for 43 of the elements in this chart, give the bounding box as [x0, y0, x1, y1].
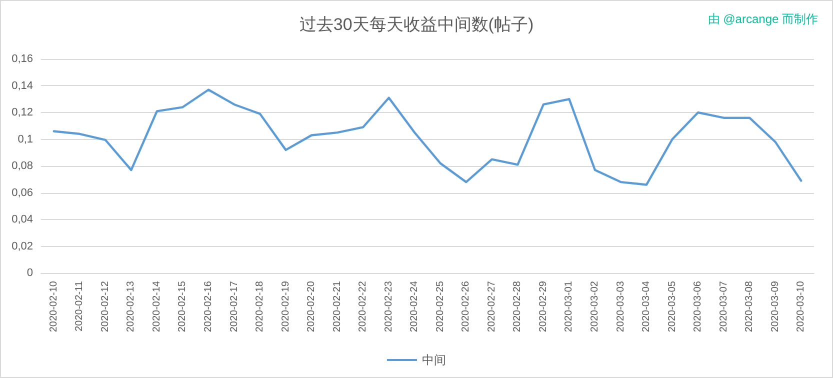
- x-tick-label: 2020-03-09: [770, 280, 781, 332]
- x-tick-label: 2020-02-17: [228, 280, 240, 332]
- x-tick-label: 2020-02-25: [434, 280, 446, 332]
- text: 由 @arcange 而制作: [708, 12, 818, 26]
- x-tick-label: 2020-02-26: [460, 280, 472, 332]
- x-tick-label: 2020-02-15: [177, 280, 188, 332]
- x-tick-label: 2020-02-10: [48, 280, 60, 332]
- y-tick-label: 0,1: [18, 133, 33, 146]
- y-tick-label: 0,06: [12, 186, 33, 199]
- x-tick-label: 2020-02-14: [151, 280, 162, 332]
- legend-label: 中间: [422, 353, 446, 367]
- x-tick-label: 2020-02-22: [358, 280, 369, 332]
- x-tick-label: 2020-02-27: [486, 280, 498, 332]
- x-tick-label: 2020-02-24: [409, 280, 420, 332]
- x-tick-label: 2020-02-12: [100, 280, 111, 332]
- x-tick-label: 2020-03-08: [744, 280, 756, 332]
- x-tick-label: 2020-02-18: [254, 280, 266, 332]
- chart-title: 过去30天每天收益中间数(帖子): [299, 15, 534, 34]
- x-tick-label: 2020-02-11: [74, 280, 86, 332]
- y-tick-label: 0,08: [12, 160, 33, 172]
- x-tick-label: 2020-03-06: [692, 280, 704, 332]
- x-tick-label: 2020-03-05: [666, 280, 678, 332]
- x-tick-label: 2020-03-02: [589, 280, 600, 332]
- x-tick-label: 2020-02-28: [512, 280, 524, 332]
- x-tick-label: 2020-03-07: [718, 280, 730, 332]
- x-tick-label: 2020-03-04: [641, 280, 652, 332]
- x-tick-label: 2020-02-29: [538, 280, 549, 332]
- y-tick-label: 0,02: [12, 240, 33, 252]
- y-tick-label: 0,14: [12, 80, 33, 92]
- x-tick-label: 2020-02-19: [280, 280, 292, 332]
- y-tick-label: 0,12: [12, 106, 33, 118]
- x-tick-label: 2020-02-16: [202, 280, 214, 332]
- x-tick-label: 2020-02-21: [332, 280, 343, 332]
- x-tick-label: 2020-02-13: [126, 280, 137, 332]
- y-tick-label: 0,04: [12, 214, 33, 226]
- x-tick-label: 2020-03-01: [564, 280, 575, 332]
- x-tick-label: 2020-03-03: [615, 280, 626, 332]
- x-tick-label: 2020-03-10: [796, 280, 807, 332]
- y-tick-label: 0,16: [12, 53, 33, 65]
- x-tick-label: 2020-02-23: [383, 280, 394, 332]
- y-tick-label: 0: [26, 267, 33, 279]
- line-series: [52, 88, 802, 186]
- x-tick-label: 2020-02-20: [306, 280, 318, 332]
